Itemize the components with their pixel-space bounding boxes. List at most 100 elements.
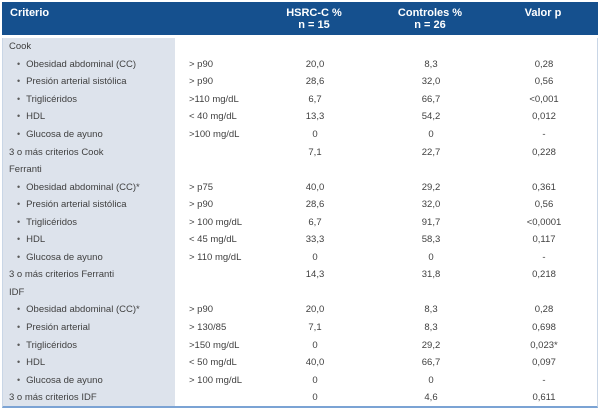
table-row: • Glucosa de ayuno > 110 mg/dL 0 0 - <box>3 248 597 267</box>
p-value: 0,012 <box>532 111 556 123</box>
hsrc-value: 0 <box>312 374 318 386</box>
criterion-label-cell: • Presión arterial sistólica <box>3 195 175 214</box>
table-row: • Obesidad abdominal (CC) > p90 20,0 8,3 0,28 <box>3 55 597 74</box>
p-value: 0,117 <box>532 234 556 246</box>
table-row: 3 o más criterios Cook 7,1 22,7 0,228 <box>3 143 597 161</box>
threshold-value: > p90 <box>189 304 214 316</box>
p-value: 0,023* <box>530 339 558 351</box>
controles-value: 0 <box>428 129 434 140</box>
p-value: - <box>542 374 546 386</box>
criterion-label-cell: • HDL <box>3 353 175 372</box>
table-row: • Obesidad abdominal (CC)* > p90 20,0 8,3 0,2… <box>3 301 597 319</box>
controles-value: 58,3 <box>421 234 441 246</box>
table-row: • Triglicéridos >110 mg/dL 6,7 66,7 <0,001 <box>3 90 597 109</box>
p-value: 0,56 <box>534 199 554 211</box>
criterion-label-cell: 3 o más criterios IDF <box>3 388 175 407</box>
criterion-label-cell: 3 o más criterios Cook <box>3 143 175 161</box>
criterion-label-cell: Cook <box>3 38 175 56</box>
bullet-icon: • <box>17 93 21 104</box>
table-row: • Glucosa de ayuno >100 mg/dL 0 0 - <box>3 125 597 144</box>
hsrc-value: 13,3 <box>305 111 325 123</box>
bullet-icon: • <box>17 199 21 210</box>
threshold-value: >150 mg/dL <box>189 339 240 351</box>
p-value: 0,218 <box>532 269 556 281</box>
criterion-label-cell: 3 o más criterios Ferranti <box>3 266 175 284</box>
bullet-icon: • <box>17 339 21 350</box>
table-row: • Presión arterial sistólica > p90 28,6 32,0… <box>3 195 597 214</box>
hsrc-value: 28,6 <box>305 199 325 211</box>
criterion-label-cell: • Triglicéridos <box>3 213 175 232</box>
p-value: 0,361 <box>532 181 556 193</box>
p-value: 0,228 <box>532 146 556 158</box>
table-row: Cook <box>3 38 597 56</box>
criterion-label-cell: • Obesidad abdominal (CC)* <box>3 178 175 196</box>
threshold-value: > p90 <box>189 76 214 88</box>
criterion-label-cell: • Triglicéridos <box>3 336 175 354</box>
threshold-value: > 100 mg/dL <box>189 216 243 228</box>
p-value: <0,0001 <box>526 216 562 228</box>
threshold-value: > p75 <box>189 181 214 193</box>
criterion-label-cell: • HDL <box>3 108 175 126</box>
threshold-value: > 110 mg/dL <box>189 251 242 263</box>
hsrc-value: 20,0 <box>305 304 325 316</box>
controles-value: 66,7 <box>421 93 441 105</box>
p-value: 0,28 <box>534 304 554 316</box>
criterion-label-cell: Ferranti <box>3 160 175 179</box>
bullet-icon: • <box>17 181 21 192</box>
criterion-label: 3 o más criterios IDF <box>9 392 97 404</box>
criterion-label: Glucosa de ayuno <box>26 129 103 140</box>
criterion-label-cell: IDF <box>3 283 175 302</box>
threshold-value: >100 mg/dL <box>189 129 240 140</box>
criterion-label: Obesidad abdominal (CC)* <box>26 181 140 193</box>
criterion-label: Triglicéridos <box>26 216 78 228</box>
controles-value: 4,6 <box>424 392 438 404</box>
header-criterio: Criterio <box>2 7 264 35</box>
criterion-label: Triglicéridos <box>26 339 78 351</box>
criterion-label: Presión arterial sistólica <box>26 76 127 88</box>
bullet-icon: • <box>17 251 21 262</box>
threshold-value: > p90 <box>189 199 214 211</box>
bullet-icon: • <box>17 234 21 245</box>
table-row: • Presión arterial sistólica > p90 28,6 32,0… <box>3 73 597 91</box>
bullet-icon: • <box>17 58 21 69</box>
table-row: • Glucosa de ayuno > 100 mg/dL 0 0 - <box>3 371 597 389</box>
controles-value: 66,7 <box>421 357 441 369</box>
criterion-label: 3 o más criterios Cook <box>9 146 104 158</box>
header-controles: Controles % n = 26 <box>364 7 496 35</box>
controles-value: 0 <box>428 374 434 386</box>
controles-value: 91,7 <box>421 216 441 228</box>
hsrc-value: 33,3 <box>305 234 325 246</box>
hsrc-value: 6,7 <box>308 216 322 228</box>
hsrc-value: 7,1 <box>308 146 322 158</box>
threshold-value: > 130/85 <box>189 322 227 334</box>
threshold-value: > 100 mg/dL <box>189 374 243 386</box>
criterion-label-cell: • Glucosa de ayuno <box>3 248 175 267</box>
controles-value: 29,2 <box>421 339 441 351</box>
p-value: <0,001 <box>529 93 559 105</box>
criterion-label-cell: • Presión arterial <box>3 318 175 337</box>
controles-value: 32,0 <box>421 199 441 211</box>
hsrc-value: 0 <box>312 339 318 351</box>
bullet-icon: • <box>17 76 21 87</box>
criterion-label: Cook <box>9 41 32 53</box>
header-criterio-label: Criterio <box>10 7 50 19</box>
criterion-label: Presión arterial sistólica <box>26 199 127 211</box>
bullet-icon: • <box>17 374 21 385</box>
header-hsrc-n: n = 15 <box>298 19 330 31</box>
criterion-label: Glucosa de ayuno <box>26 374 103 386</box>
controles-value: 8,3 <box>424 58 438 70</box>
table-body: Cook • Obesidad abdominal (CC) > p90 20,0 8,3… <box>2 38 598 409</box>
bullet-icon: • <box>17 216 21 227</box>
controles-value: 8,3 <box>424 322 438 334</box>
hsrc-value: 14,3 <box>305 269 325 281</box>
criterion-label: HDL <box>26 234 46 246</box>
controles-value: 29,2 <box>421 181 441 193</box>
threshold-value: < 50 mg/dL <box>189 357 237 369</box>
controles-value: 22,7 <box>421 146 441 158</box>
table-row: • Triglicéridos >150 mg/dL 0 29,2 0,023* <box>3 336 597 354</box>
hsrc-value: 20,0 <box>305 58 325 70</box>
criterion-label: HDL <box>26 111 46 123</box>
hsrc-value: 6,7 <box>308 93 322 105</box>
hsrc-value: 0 <box>312 392 318 404</box>
criterion-label: Triglicéridos <box>26 93 78 105</box>
